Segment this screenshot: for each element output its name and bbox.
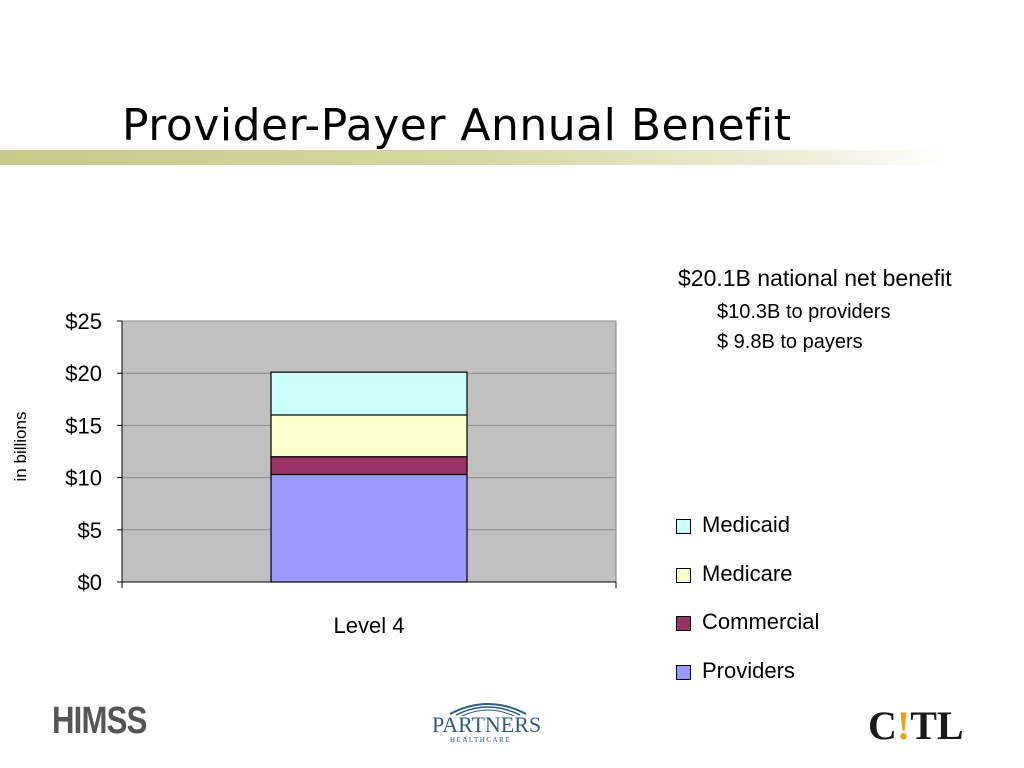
x-tick-label: Level 4 [334,613,405,638]
partners-logo-subtext: HEALTHCARE [450,736,512,744]
citl-logo: C!TL [868,702,964,749]
bar-segment-commercial [270,456,468,476]
x-tick-labels: Level 4 [334,613,405,638]
legend-swatch [676,664,691,680]
partners-arc-icon [449,703,527,716]
citl-logo-c: C [868,703,897,748]
legend-label: Providers [702,657,795,683]
y-axis-label: in billions [11,412,30,482]
legend-swatch [676,616,691,631]
note-payers: $ 9.8B to payers [717,331,863,353]
citl-logo-tl: TL [910,703,964,748]
title-underline [0,150,945,165]
bar-segment-providers [270,473,468,583]
himss-logo-text: HIMSS [52,700,147,742]
note-providers: $10.3B to providers [717,301,891,323]
legend-label: Commercial [702,609,820,634]
bar-segment-medicaid [270,371,468,416]
partners-logo-text: PARTNERS [432,712,542,737]
citl-logo-bang: ! [896,703,911,748]
legend-label: Medicare [702,560,793,586]
legend-swatch [676,519,691,534]
bars [270,371,468,583]
summary-notes: $20.1B national net benefit $10.3B to pr… [678,262,964,354]
y-tick-label: $0 [78,570,102,595]
legend-label: Medicaid [702,512,791,537]
y-tick-label: $15 [65,413,102,438]
partners-healthcare-logo: PARTNERS HEALTHCARE [428,700,542,750]
y-tick-label: $20 [65,361,102,386]
stacked-bar-chart: $0 $5 $10 $15 $20 $25 Level 4 in billions [11,309,617,638]
note-net-benefit: $20.1B national net benefit [678,265,952,291]
y-tick-label: $25 [65,309,102,334]
y-tick-labels: $0 $5 $10 $15 $20 $25 [65,309,102,595]
legend-swatch [676,567,691,583]
himss-logo: HIMSS [52,700,147,743]
y-tick-label: $10 [65,466,102,491]
page-title: Provider-Payer Annual Benefit [122,100,792,151]
bar-segment-medicare [270,414,468,458]
y-tick-label: $5 [78,518,102,543]
axes [117,320,617,588]
